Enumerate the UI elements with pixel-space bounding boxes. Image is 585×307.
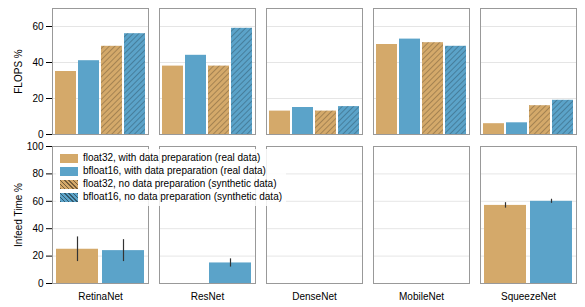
svg-text:20: 20: [32, 250, 44, 261]
svg-text:RetinaNet: RetinaNet: [78, 291, 123, 302]
svg-text:0: 0: [38, 129, 44, 138]
html-text:bfloat16, with data preparatio: bfloat16, with data preparation (real da…: [83, 165, 266, 176]
html-text:float32, with data preparation: float32, with data preparation (real dat…: [83, 152, 261, 163]
svg-text:20: 20: [32, 93, 44, 104]
html-text:float32, no data preparation (: float32, no data preparation (synthetic …: [83, 178, 277, 189]
svg-text:60: 60: [32, 196, 44, 207]
svg-text:40: 40: [32, 57, 44, 68]
svg-text:80: 80: [32, 168, 44, 179]
svg-text:Infeed Time %: Infeed Time %: [13, 183, 24, 247]
svg-text:40: 40: [32, 223, 44, 234]
svg-text:MobileNet: MobileNet: [399, 291, 444, 302]
svg-text:SqueezeNet: SqueezeNet: [501, 291, 556, 302]
svg-text:FLOPS %: FLOPS %: [13, 49, 24, 94]
svg-text:ResNet: ResNet: [191, 291, 225, 302]
svg-text:100: 100: [27, 141, 44, 152]
svg-text:DenseNet: DenseNet: [292, 291, 337, 302]
html-text:bfloat16, no data preparation: bfloat16, no data preparation (synthetic…: [83, 191, 282, 202]
svg-text:0: 0: [38, 278, 44, 289]
svg-text:60: 60: [32, 21, 44, 32]
